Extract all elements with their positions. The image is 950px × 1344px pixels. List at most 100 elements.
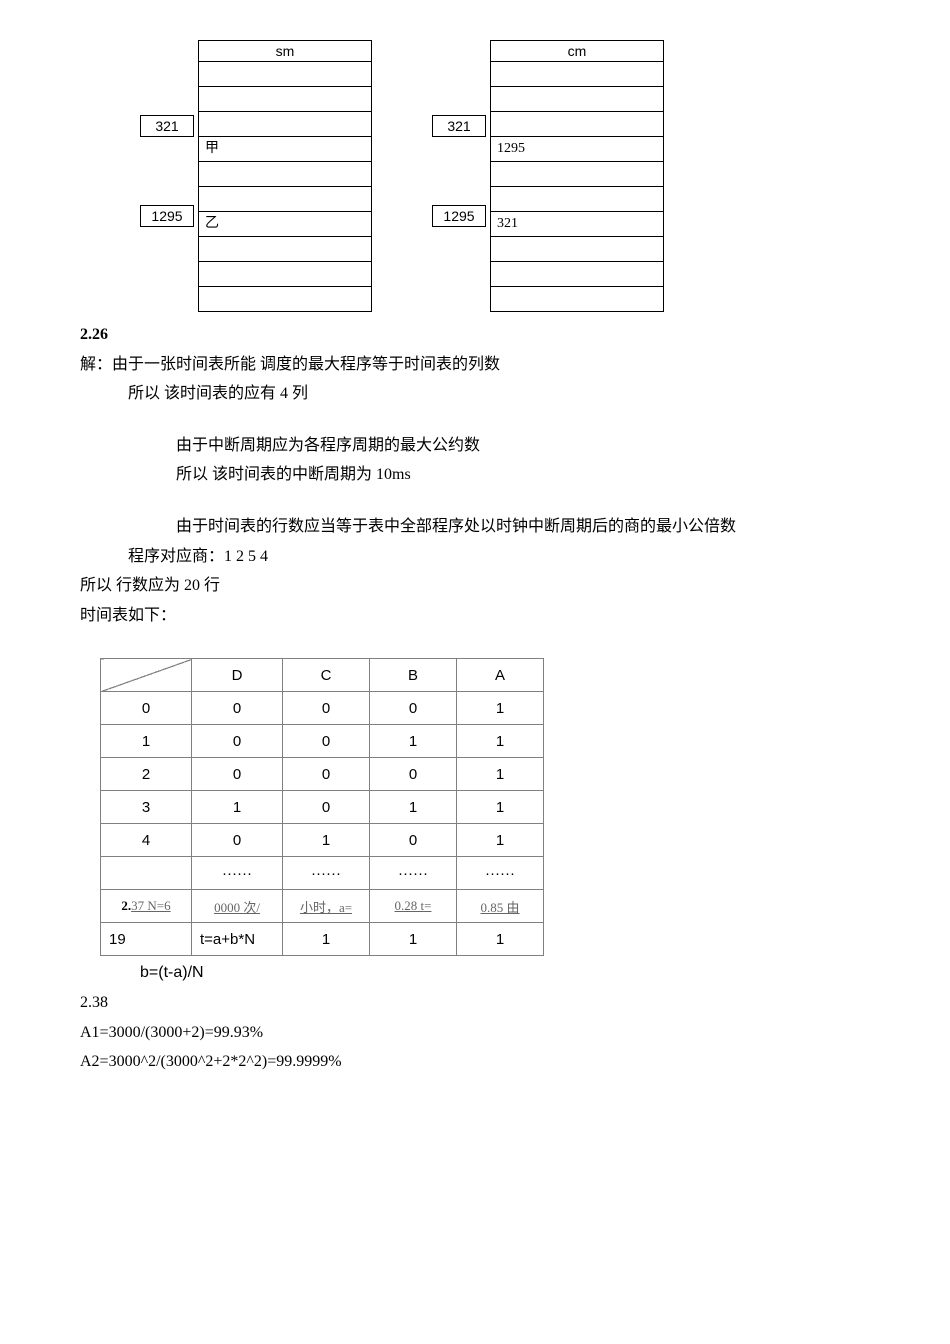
cell: ······ xyxy=(370,857,457,890)
row xyxy=(199,87,371,112)
cell: 1 xyxy=(192,791,283,824)
note-cell: 0000 次/ xyxy=(214,900,260,915)
table-header-row: D C B A xyxy=(101,659,544,692)
row xyxy=(491,87,663,112)
cell: 1 xyxy=(457,923,544,956)
time-table: D C B A 0 0 0 0 1 1 0 0 1 1 2 0 0 0 1 3 … xyxy=(100,658,544,956)
cell: 0 xyxy=(192,824,283,857)
right-header: cm xyxy=(491,41,663,62)
left-header: sm xyxy=(199,41,371,62)
row xyxy=(491,187,663,212)
heading-2-38: 2.38 xyxy=(80,990,870,1016)
cell: 0 xyxy=(192,725,283,758)
row-1295: 1295 xyxy=(491,137,663,162)
row xyxy=(199,62,371,87)
cell: ······ xyxy=(192,857,283,890)
side-label-1295: 1295 xyxy=(140,205,194,227)
table-row-ellipsis: ······ ······ ······ ······ xyxy=(101,857,544,890)
cell: 1 xyxy=(370,791,457,824)
table-row: 0 0 0 0 1 xyxy=(101,692,544,725)
header-a: A xyxy=(457,659,544,692)
cell: 1 xyxy=(101,725,192,758)
left-side-labels: 321 1295 xyxy=(140,115,194,227)
row xyxy=(491,162,663,187)
row xyxy=(491,237,663,262)
sol-line-2: 所以 该时间表的应有 4 列 xyxy=(80,381,870,407)
side-label-1295: 1295 xyxy=(432,205,486,227)
cell: 1 xyxy=(457,692,544,725)
sol-line-7: 所以 行数应为 20 行 xyxy=(80,573,870,599)
row xyxy=(199,287,371,311)
right-side-labels: 321 1295 xyxy=(432,115,486,227)
cell: 1 xyxy=(457,725,544,758)
row xyxy=(491,287,663,311)
cell: 0 xyxy=(283,791,370,824)
table-row: 2 0 0 0 1 xyxy=(101,758,544,791)
left-column-table: sm 甲 乙 xyxy=(198,40,372,312)
sol-line-3: 由于中断周期应为各程序周期的最大公约数 xyxy=(80,433,870,459)
row xyxy=(491,262,663,287)
sol-line-6: 程序对应商：1 2 5 4 xyxy=(80,544,870,570)
heading-2-prefix: 2. xyxy=(121,898,131,913)
cell: 1 xyxy=(457,758,544,791)
memory-diagrams: 321 1295 sm 甲 乙 321 1295 cm 1295 xyxy=(140,40,870,312)
cell: 1 xyxy=(457,824,544,857)
row xyxy=(199,237,371,262)
row xyxy=(199,262,371,287)
cell: 1 xyxy=(283,923,370,956)
cell: 2 xyxy=(101,758,192,791)
line-a2: A2=3000^2/(3000^2+2*2^2)=99.9999% xyxy=(80,1049,870,1075)
cell: 0 xyxy=(370,692,457,725)
sol-line-5-text: 由于时间表的行数应当等于表中全部程序处以时钟中断周期后的商的最小公倍数 xyxy=(176,518,736,535)
corner-cell xyxy=(101,659,192,692)
row xyxy=(199,162,371,187)
formula-b: b=(t-a)/N xyxy=(140,960,870,986)
cell: 1 xyxy=(370,923,457,956)
table-row: 4 0 1 0 1 xyxy=(101,824,544,857)
header-b: B xyxy=(370,659,457,692)
sol-line-5-part1: 由于时间表的行数应当等于表中全部程序处以时钟中断周期后的商的最小公倍数 xyxy=(80,514,870,540)
table-last-row: 19 t=a+b*N 1 1 1 xyxy=(101,923,544,956)
line-a1: A1=3000/(3000+2)=99.93% xyxy=(80,1020,870,1046)
cell: 0.28 t= xyxy=(370,890,457,923)
row-jia: 甲 xyxy=(199,137,371,162)
cell: 0 xyxy=(101,692,192,725)
note-cell: 小时，a= xyxy=(300,900,352,915)
sol-line-1: 解：由于一张时间表所能 调度的最大程序等于时间表的列数 xyxy=(80,352,870,378)
cell xyxy=(101,857,192,890)
row-321: 321 xyxy=(491,212,663,237)
cell: 1 xyxy=(370,725,457,758)
table-row: 3 1 0 1 1 xyxy=(101,791,544,824)
cell: 1 xyxy=(283,824,370,857)
table-row: 1 0 0 1 1 xyxy=(101,725,544,758)
cell: 0 xyxy=(192,692,283,725)
header-d: D xyxy=(192,659,283,692)
row xyxy=(491,62,663,87)
cell: 0 xyxy=(370,824,457,857)
cell: 2.37 N=6 xyxy=(101,890,192,923)
sol-line-8: 时间表如下： xyxy=(80,603,870,629)
cell: t=a+b*N xyxy=(192,923,283,956)
note-cell: 0.28 t= xyxy=(395,898,432,913)
cell: ······ xyxy=(457,857,544,890)
sol-line-4: 所以 该时间表的中断周期为 10ms xyxy=(80,462,870,488)
cell: 0.85 由 xyxy=(457,890,544,923)
heading-2-26: 2.26 xyxy=(80,322,870,348)
right-column-table: cm 1295 321 xyxy=(490,40,664,312)
note-cell: 0.85 由 xyxy=(480,900,519,915)
cell: 0 xyxy=(370,758,457,791)
header-c: C xyxy=(283,659,370,692)
cell: 0 xyxy=(283,692,370,725)
cell: 1 xyxy=(457,791,544,824)
cell: 19 xyxy=(101,923,192,956)
diagram-left: 321 1295 sm 甲 乙 xyxy=(140,40,372,312)
side-label-321: 321 xyxy=(432,115,486,137)
cell: 0000 次/ xyxy=(192,890,283,923)
cell: 小时，a= xyxy=(283,890,370,923)
diagram-right: 321 1295 cm 1295 321 xyxy=(432,40,664,312)
side-label-321: 321 xyxy=(140,115,194,137)
row xyxy=(491,112,663,137)
cell: 4 xyxy=(101,824,192,857)
note-cell: 37 N=6 xyxy=(131,898,170,913)
cell: 0 xyxy=(283,725,370,758)
